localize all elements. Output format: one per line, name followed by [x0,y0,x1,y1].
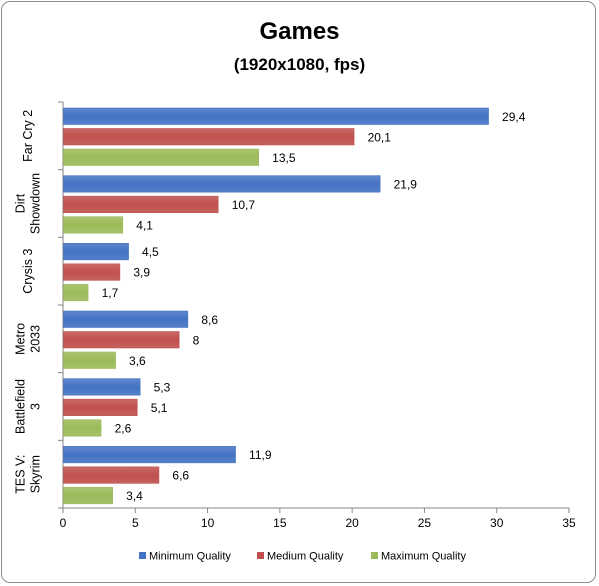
category-label: Metro [14,323,28,355]
data-label: 1,7 [102,286,119,300]
x-tick-label: 15 [273,516,287,530]
bar [63,128,355,146]
x-tick-label: 35 [562,516,576,530]
category-label: Skyrim [29,455,43,493]
category-label: Far Cry 2 [21,110,35,162]
data-label: 5,3 [154,380,171,394]
legend-label: Minimum Quality [149,551,231,563]
x-tick-label: 10 [201,516,215,530]
category-label: TES V: [14,455,28,494]
bar [63,331,180,349]
bar [63,243,129,261]
data-label: 13,5 [272,151,296,165]
data-label: 10,7 [232,198,256,212]
data-label: 21,9 [394,177,418,191]
data-label: 3,9 [133,266,150,280]
data-label: 5,1 [151,401,168,415]
data-label: 20,1 [368,130,392,144]
x-tick-label: 25 [418,516,432,530]
bar [63,148,259,166]
data-label: 11,9 [249,448,272,462]
x-tick-label: 30 [490,516,504,530]
data-label: 2,6 [115,421,132,435]
legend-swatch [257,552,264,559]
bar [63,351,116,369]
data-label: 3,4 [126,489,143,503]
bar [63,419,102,437]
bar [63,378,141,396]
legend-swatch [139,552,146,559]
bar [63,216,124,234]
x-tick-label: 0 [60,516,67,530]
x-tick-label: 5 [132,516,139,530]
bar [63,398,138,416]
bar [63,107,489,125]
data-label: 4,1 [136,218,153,232]
category-label: Showdown [29,173,43,234]
bar [63,487,113,505]
data-label: 4,5 [142,245,159,259]
bar [63,175,381,193]
category-label: 3 [29,403,43,410]
x-tick-label: 20 [345,516,359,530]
legend-swatch [371,552,378,559]
data-label: 8 [193,333,200,347]
data-label: 8,6 [201,313,218,327]
category-label: 2033 [29,325,43,353]
data-label: 29,4 [502,110,526,124]
bar [63,466,160,484]
chart-subtitle: (1920x1080, fps) [233,55,366,74]
legend-label: Maximum Quality [381,551,466,563]
bar [63,446,236,464]
category-label: Battlefield [14,379,28,434]
category-label: Dirt [14,193,28,213]
data-label: 6,6 [172,469,189,483]
bar [63,284,89,302]
chart-title: Games [259,18,340,45]
bar [63,195,219,213]
bar [63,263,121,281]
legend-label: Medium Quality [267,551,344,563]
data-label: 3,6 [129,354,146,368]
bar [63,310,189,328]
category-label: Crysis 3 [21,249,35,294]
